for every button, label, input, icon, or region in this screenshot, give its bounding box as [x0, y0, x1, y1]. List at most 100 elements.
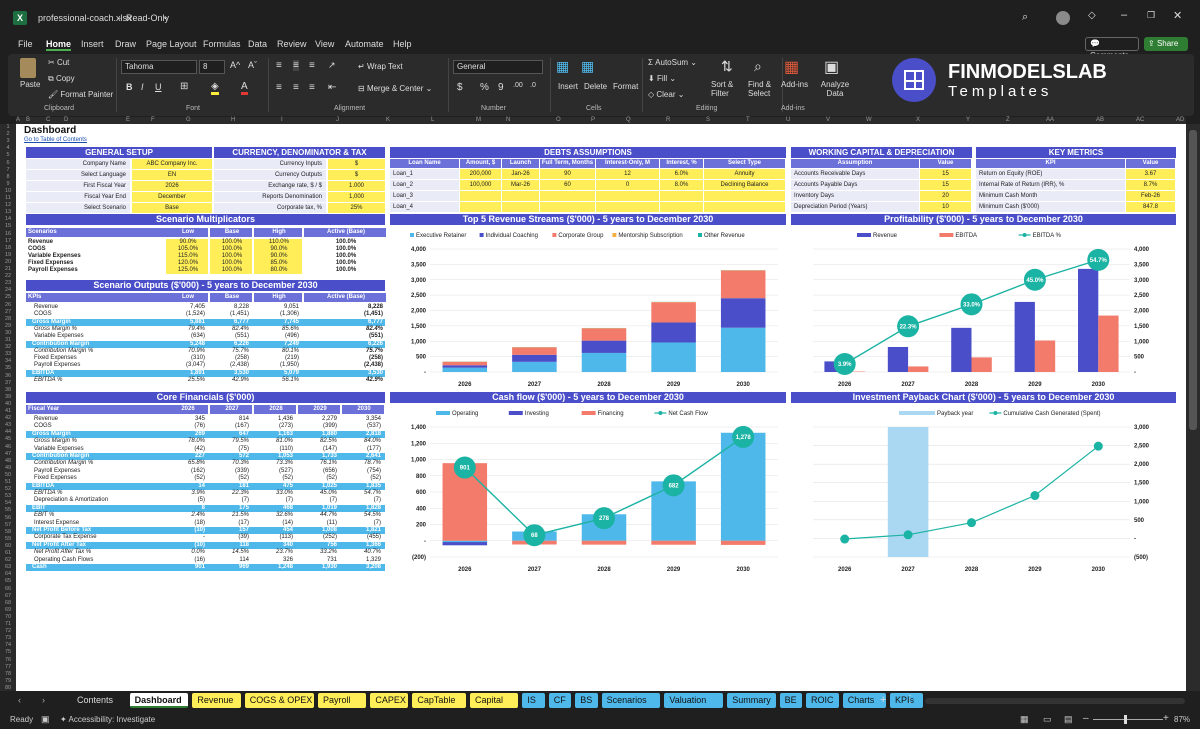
- zoom-slider[interactable]: [1093, 719, 1163, 720]
- align-bottom-icon[interactable]: ≡: [309, 60, 315, 71]
- row-header[interactable]: 62: [4, 557, 12, 564]
- multiplier-cell[interactable]: 100.0%: [210, 246, 252, 253]
- column-header[interactable]: X: [916, 117, 921, 123]
- avatar[interactable]: [1056, 11, 1070, 25]
- number-format-select[interactable]: General: [453, 60, 543, 74]
- column-header[interactable]: AA: [1046, 117, 1055, 123]
- row-header[interactable]: 76: [4, 656, 12, 663]
- menu-automate[interactable]: Automate: [345, 39, 384, 49]
- table-cell[interactable]: [540, 191, 595, 201]
- row-header[interactable]: 1: [6, 124, 10, 130]
- multiplier-cell[interactable]: 120.0%: [166, 260, 208, 267]
- menu-file[interactable]: File: [18, 39, 33, 49]
- setup-value[interactable]: EN: [132, 170, 212, 180]
- insert-button[interactable]: Insert: [558, 82, 579, 91]
- table-cell[interactable]: Jan-26: [502, 169, 539, 179]
- comments-button[interactable]: 💬 Comments: [1085, 37, 1139, 60]
- column-header[interactable]: K: [386, 117, 391, 123]
- column-header[interactable]: T: [746, 117, 750, 123]
- row-header[interactable]: 33: [4, 351, 12, 358]
- row-header[interactable]: 13: [4, 209, 12, 216]
- row-header[interactable]: 21: [4, 266, 12, 272]
- table-cell[interactable]: [704, 202, 785, 212]
- row-header[interactable]: 55: [4, 507, 12, 514]
- row-header[interactable]: 17: [4, 237, 12, 244]
- row-header[interactable]: 11: [5, 195, 11, 201]
- row-header[interactable]: 20: [4, 258, 12, 265]
- tab-next-icon[interactable]: ›: [42, 695, 45, 705]
- row-header[interactable]: 68: [4, 599, 12, 606]
- row-header[interactable]: 51: [4, 479, 12, 485]
- align-left-icon[interactable]: ≡: [276, 82, 282, 93]
- align-center-icon[interactable]: ≡: [293, 82, 299, 93]
- column-header[interactable]: AC: [1136, 117, 1145, 123]
- multiplier-cell[interactable]: 100.0%: [210, 260, 252, 267]
- row-header[interactable]: 59: [4, 535, 12, 542]
- zoom-in-icon[interactable]: +: [1163, 713, 1169, 724]
- clear-button[interactable]: ◇ Clear ⌄: [648, 90, 685, 99]
- tab-capex[interactable]: CAPEX: [370, 693, 409, 708]
- menu-home[interactable]: Home: [46, 39, 72, 51]
- row-header[interactable]: 65: [4, 578, 12, 585]
- percent-icon[interactable]: %: [480, 82, 489, 93]
- row-header[interactable]: 49: [4, 464, 12, 471]
- paste-button[interactable]: Paste: [20, 80, 41, 89]
- column-header[interactable]: S: [706, 117, 711, 123]
- zoom-level[interactable]: 87%: [1174, 715, 1191, 724]
- row-header[interactable]: 4: [6, 145, 10, 152]
- page-break-view-icon[interactable]: ▤: [1064, 714, 1073, 724]
- table-cell[interactable]: Feb-26: [1126, 191, 1175, 201]
- align-top-icon[interactable]: ≡: [276, 60, 282, 71]
- row-header[interactable]: 36: [4, 372, 12, 379]
- tab-captable[interactable]: CapTable: [412, 693, 466, 708]
- multiplier-cell[interactable]: 100.0%: [210, 253, 252, 260]
- font-color-icon[interactable]: A: [241, 81, 248, 95]
- multiplier-cell[interactable]: 115.0%: [166, 253, 208, 260]
- delete-button[interactable]: Delete: [584, 82, 608, 91]
- setup-value[interactable]: $: [328, 159, 385, 169]
- column-header[interactable]: H: [231, 117, 236, 123]
- analyze-data-button[interactable]: Analyze Data: [820, 80, 850, 98]
- borders-icon[interactable]: ⊞: [180, 81, 189, 92]
- sort-filter-button[interactable]: Sort & Filter: [711, 80, 734, 98]
- row-header[interactable]: 71: [4, 621, 12, 627]
- row-header[interactable]: 77: [4, 663, 12, 670]
- comma-icon[interactable]: 9: [498, 82, 504, 93]
- table-cell[interactable]: 847.8: [1126, 202, 1175, 212]
- row-header[interactable]: 15: [4, 223, 12, 230]
- column-header[interactable]: P: [591, 117, 596, 123]
- copy-button[interactable]: ⧉ Copy: [48, 74, 75, 83]
- multiplier-cell[interactable]: 110.0%: [254, 239, 302, 246]
- menu-review[interactable]: Review: [277, 39, 307, 49]
- setup-value[interactable]: Base: [132, 203, 212, 213]
- menu-draw[interactable]: Draw: [115, 39, 137, 49]
- row-header[interactable]: 3: [6, 138, 10, 145]
- align-middle-icon[interactable]: ≡: [293, 60, 299, 71]
- table-cell[interactable]: [660, 202, 703, 212]
- share-button[interactable]: ⇪ Share: [1144, 37, 1188, 51]
- row-header[interactable]: 7: [6, 166, 10, 173]
- currency-icon[interactable]: $: [457, 82, 463, 93]
- row-header[interactable]: 74: [4, 642, 12, 649]
- row-header[interactable]: 50: [4, 471, 12, 478]
- worksheet[interactable]: Dashboard Go to Table of Contents GENERA…: [16, 124, 1186, 691]
- font-shrink-icon[interactable]: Aˇ: [248, 60, 257, 70]
- column-header[interactable]: Z: [1006, 117, 1010, 123]
- row-header[interactable]: 30: [4, 329, 12, 336]
- merge-center-button[interactable]: ⊟ Merge & Center ⌄: [358, 84, 433, 93]
- multiplier-cell[interactable]: 90.0%: [254, 246, 302, 253]
- table-cell[interactable]: [704, 191, 785, 201]
- row-header[interactable]: 60: [4, 542, 12, 549]
- row-header[interactable]: 73: [4, 635, 12, 642]
- table-cell[interactable]: 200,000: [460, 169, 501, 179]
- row-header[interactable]: 24: [4, 287, 12, 294]
- table-cell[interactable]: [502, 191, 539, 201]
- column-header[interactable]: I: [281, 117, 283, 123]
- setup-value[interactable]: 2026: [132, 181, 212, 191]
- row-header[interactable]: 35: [4, 365, 12, 372]
- row-header[interactable]: 19: [4, 251, 12, 258]
- column-header[interactable]: C: [46, 117, 51, 123]
- row-header[interactable]: 58: [4, 528, 12, 535]
- row-header[interactable]: 63: [4, 564, 12, 571]
- table-cell[interactable]: Declining Balance: [704, 180, 785, 190]
